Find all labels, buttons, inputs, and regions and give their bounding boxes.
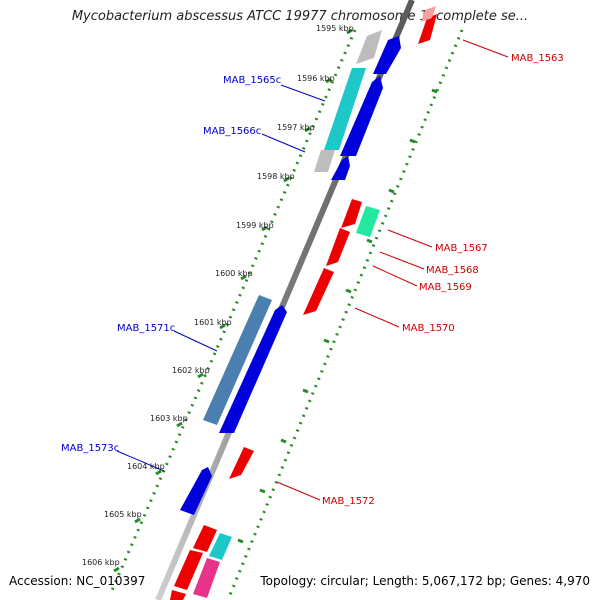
gene-red-bottom-a bbox=[193, 525, 217, 552]
tick-label: 1602 kbp bbox=[172, 366, 210, 375]
gene-blue-1573c bbox=[180, 467, 212, 515]
gene-blue-top bbox=[373, 36, 401, 74]
tick-label: 1595 kbp bbox=[316, 24, 354, 33]
gene-red-1572 bbox=[229, 447, 254, 479]
tick-label: 1601 kbp bbox=[194, 318, 232, 327]
gene-blue-1565c bbox=[340, 76, 383, 156]
inner-scale-dashes bbox=[237, 88, 438, 544]
tick-label: 1599 kbp bbox=[236, 221, 274, 230]
gene-label-mab-1567[interactable]: MAB_1567 bbox=[435, 243, 488, 254]
gene-mint-1568 bbox=[356, 206, 380, 237]
tick-label: 1604 kbp bbox=[127, 462, 165, 471]
gene-blue-1571c bbox=[219, 305, 287, 433]
gene-grey-top bbox=[356, 30, 382, 64]
tick-label: 1596 kbp bbox=[297, 74, 335, 83]
inner-dotted-track bbox=[228, 29, 464, 596]
map-title: Mycobacterium abscessus ATCC 19977 chrom… bbox=[71, 9, 529, 24]
gene-red-1569 bbox=[326, 228, 350, 266]
scale-dashes bbox=[113, 28, 353, 573]
gene-label-mab-1571c[interactable]: MAB_1571c bbox=[117, 323, 175, 334]
gene-label-mab-1568[interactable]: MAB_1568 bbox=[426, 265, 479, 276]
gene-blue-1566c bbox=[331, 156, 350, 180]
reverse-leader-lines bbox=[116, 84, 326, 472]
gene-red-bottom-c bbox=[170, 590, 186, 600]
tick-label: 1600 kbp bbox=[215, 269, 253, 278]
gene-label-mab-1566c[interactable]: MAB_1566c bbox=[203, 126, 261, 137]
outer-dotted-track bbox=[108, 29, 357, 596]
gene-pink-top bbox=[421, 6, 436, 22]
tick-label: 1603 kbp bbox=[150, 414, 188, 423]
tick-label: 1597 kbp bbox=[277, 123, 315, 132]
topology-summary: Topology: circular; Length: 5,067,172 bp… bbox=[260, 574, 590, 588]
gene-red-1567 bbox=[341, 199, 362, 228]
gene-label-mab-1570[interactable]: MAB_1570 bbox=[402, 323, 455, 334]
tick-label: 1605 kbp bbox=[104, 510, 142, 519]
gene-red-1563 bbox=[418, 14, 437, 44]
accession-text: Accession: NC_010397 bbox=[9, 574, 146, 588]
gene-magenta-bottom bbox=[193, 558, 220, 598]
gene-red-bottom-b bbox=[174, 550, 203, 590]
gene-cyan-bottom bbox=[209, 533, 232, 560]
gene-label-mab-1569[interactable]: MAB_1569 bbox=[419, 282, 472, 293]
tick-label: 1606 kbp bbox=[82, 558, 120, 567]
gene-label-mab-1573c[interactable]: MAB_1573c bbox=[61, 443, 119, 454]
gene-grey-1566c bbox=[314, 150, 335, 172]
gene-label-mab-1563[interactable]: MAB_1563 bbox=[511, 53, 564, 64]
gene-label-mab-1565c[interactable]: MAB_1565c bbox=[223, 75, 281, 86]
gene-cyan-1565c bbox=[324, 68, 366, 150]
gene-label-mab-1572[interactable]: MAB_1572 bbox=[322, 496, 375, 507]
gene-red-1570 bbox=[303, 268, 334, 315]
tick-label: 1598 kbp bbox=[257, 172, 295, 181]
forward-leader-lines bbox=[276, 39, 509, 501]
gene-steelblue-1571c bbox=[203, 295, 272, 425]
